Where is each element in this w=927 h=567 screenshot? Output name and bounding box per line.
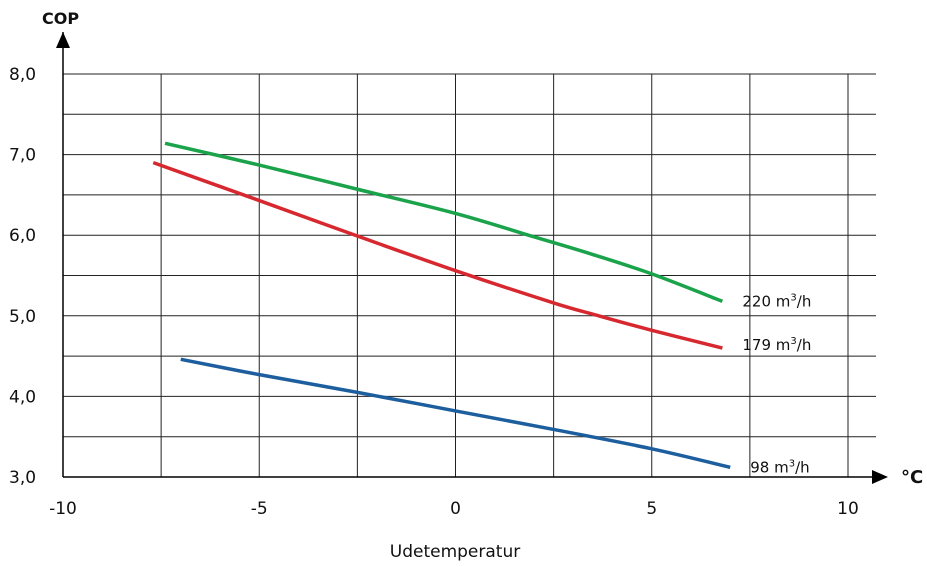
axes: COP °C Udetemperatur (42, 9, 923, 562)
series-label-base: 98 m (750, 458, 788, 476)
series-line (152, 161, 723, 350)
series-label-tail: /h (795, 458, 810, 476)
series-label: 179 m3/h (742, 336, 811, 354)
y-tick-label: 3,0 (9, 468, 36, 488)
x-tick-label: -10 (49, 499, 77, 519)
series-label: 220 m3/h (742, 292, 811, 310)
series-label-base: 179 m (742, 336, 790, 354)
series-label-sup: 3 (790, 336, 796, 347)
x-axis-arrow-icon (872, 470, 888, 484)
series (152, 141, 731, 470)
series-line (180, 357, 731, 470)
x-tick-label: 5 (646, 499, 657, 519)
y-tick-label: 5,0 (9, 307, 36, 327)
x-tick-label: -5 (251, 499, 268, 519)
x-tick-label: 10 (837, 499, 859, 519)
x-axis-title: Udetemperatur (390, 542, 520, 562)
series-label: 98 m3/h (750, 458, 809, 476)
y-axis-title: COP (42, 9, 79, 28)
y-tick-label: 7,0 (9, 146, 36, 166)
series-label-tail: /h (797, 336, 812, 354)
series-label-sup: 3 (789, 458, 795, 469)
x-axis-unit: °C (901, 467, 923, 488)
tick-labels: 3,0 4,0 5,0 6,0 7,0 8,0 -10 -5 0 5 10 (9, 65, 859, 519)
y-tick-label: 6,0 (9, 226, 36, 246)
y-axis-arrow-icon (56, 32, 70, 48)
y-tick-label: 4,0 (9, 387, 36, 407)
y-tick-label: 8,0 (9, 65, 36, 85)
series-label-tail: /h (797, 292, 812, 310)
series-label-base: 220 m (742, 292, 790, 310)
series-line (164, 141, 724, 303)
series-label-sup: 3 (790, 292, 796, 303)
x-tick-label: 0 (450, 499, 461, 519)
